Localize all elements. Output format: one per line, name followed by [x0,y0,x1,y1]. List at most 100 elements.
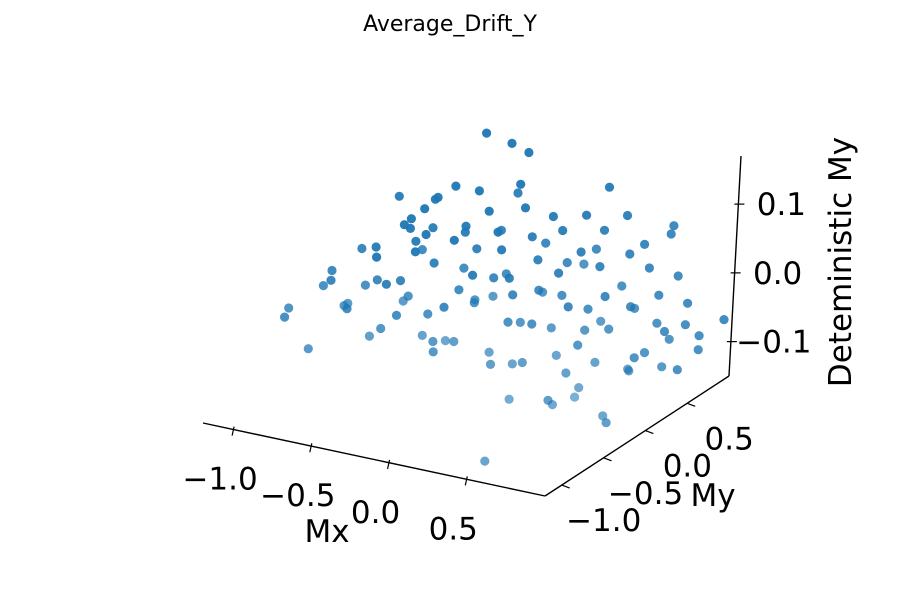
scatter-point [489,273,499,283]
scatter-point [591,244,602,254]
scatter-point [574,383,584,393]
y-tick-label: −0.5 [608,476,683,512]
scatter-point [547,400,558,410]
scatter-point [520,203,531,213]
x-tick-mark [309,443,313,453]
chart-title: Average_Drift_Y [363,12,537,37]
scatter-point [719,315,729,325]
scatter-point [625,249,635,259]
x-axis-line [202,422,546,497]
y-tick-mark [561,484,570,489]
scatter-point [573,340,583,350]
scatter-point [669,221,679,231]
scatter-point [652,318,662,328]
scatter-point [680,320,691,330]
scatter-point [507,359,517,369]
y-axis-line [544,375,730,497]
scatter-point [488,291,498,301]
scatter-point [693,345,703,355]
scatter-point [454,285,464,295]
scatter-point [399,220,409,230]
x-ticks: −1.0 −0.5 0.0 0.5 [182,426,478,547]
scatter-point [600,291,610,302]
scatter-point [673,271,683,281]
scatter-point [468,270,478,280]
scatter-point [303,344,313,354]
scatter-point [372,275,382,285]
scatter-point [484,347,494,357]
scatter-point [470,295,480,305]
x-tick-label: −0.5 [260,478,335,514]
z-tick-label: 0.1 [757,187,806,223]
scatter-point [527,232,537,242]
scatter-point [484,206,494,216]
scatter-point [395,276,406,286]
scatter-point [391,310,402,320]
scatter-point [480,456,490,466]
scatter-point [580,325,590,335]
x-tick-label: 0.5 [429,511,478,547]
z-tick-label: −0.1 [736,325,811,361]
scatter-point [417,330,427,340]
y-tick-label: 0.0 [663,449,712,485]
scatter-point [533,255,543,265]
z-ticks: −0.1 0.0 0.1 [726,187,812,361]
scatter-point [601,418,611,428]
scatter-point [507,138,517,148]
scatter-point [411,236,421,246]
scatter-point [629,353,639,363]
scatter-point [582,210,592,220]
x-tick-label: 0.0 [351,495,400,531]
scatter-point [501,269,511,279]
scatter-point [429,258,439,268]
scatter-point [604,182,615,192]
scatter-point [318,281,328,291]
scatter-point [360,280,370,290]
scatter-point [576,247,586,257]
y-tick-mark [686,402,696,407]
scatter-point [639,348,650,358]
scatter-point [459,263,469,273]
scatter-point [508,290,518,300]
scatter-point [420,204,430,214]
scatter-point [604,324,614,334]
scatter-point [515,317,525,327]
scatter-point [640,239,650,249]
scatter-point [474,186,484,196]
scatter-point [517,357,527,368]
scatter-point [428,347,438,357]
scatter-point [284,303,294,313]
scatter-point [657,362,667,372]
scatter-point [381,279,391,289]
scatter-point [364,331,374,341]
scatter-point [561,368,571,378]
scatter-point [496,225,506,235]
scatter-point [280,312,290,322]
y-tick-mark [645,429,654,435]
scatter-point [451,181,461,191]
scatter-point [622,210,633,221]
scatter-point [428,223,438,233]
scatter-point [596,316,606,326]
scatter-point [343,298,353,308]
scatter-point [472,244,482,254]
scatter-points [280,128,729,466]
scatter-point [583,304,593,314]
scatter-point [570,392,580,402]
scatter-point [410,247,420,257]
scatter-point [449,336,459,347]
scatter-point [482,128,492,138]
scatter-point [421,229,431,240]
scatter-point [599,225,610,235]
scatter-point [666,229,676,239]
scatter-point [590,357,600,367]
scatter-point [672,365,682,375]
x-tick-mark [231,426,235,436]
scatter-point [548,211,559,222]
scatter-point [623,364,633,374]
scatter-point [516,179,526,189]
y-tick-label: −1.0 [566,503,641,539]
scatter-point [428,336,438,347]
scatter-point [538,287,548,297]
